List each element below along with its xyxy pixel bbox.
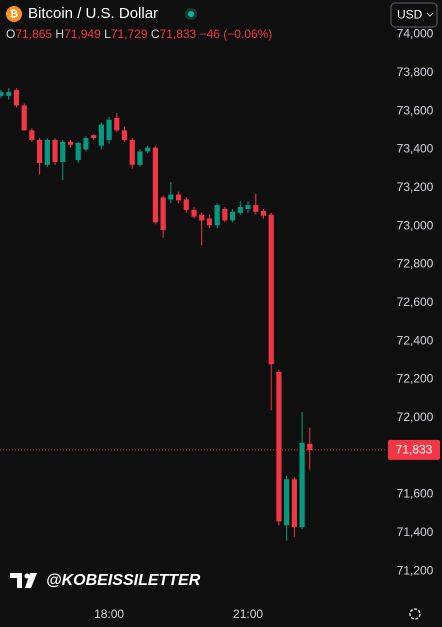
candle-body bbox=[0, 92, 4, 96]
candle-body bbox=[29, 130, 35, 140]
candle-body bbox=[214, 205, 220, 226]
candle-body bbox=[160, 197, 166, 231]
close: 71,833 bbox=[160, 27, 197, 41]
y-tick-label: 73,600 bbox=[397, 103, 434, 117]
candle-body bbox=[183, 199, 189, 210]
change: −46 bbox=[200, 27, 221, 41]
candle-body bbox=[291, 479, 297, 528]
currency-label[interactable]: USD bbox=[397, 8, 423, 22]
y-tick-label: 72,400 bbox=[397, 333, 434, 347]
plot: 74,000 73,800 73,600 73,400 73,200 73,000 72,8… bbox=[0, 27, 440, 621]
candle-body bbox=[75, 142, 81, 161]
candle-body bbox=[137, 151, 143, 165]
candle-body bbox=[37, 139, 43, 163]
candle-body bbox=[44, 139, 50, 165]
status-dot bbox=[188, 11, 194, 17]
candle-body bbox=[6, 92, 12, 96]
current-price-label: 71,833 bbox=[396, 443, 433, 457]
candle-body bbox=[60, 141, 66, 162]
candle-body bbox=[191, 209, 197, 217]
candle-body bbox=[106, 119, 112, 140]
candle-body bbox=[129, 139, 135, 165]
candle-body bbox=[145, 147, 151, 152]
y-tick-label: 73,200 bbox=[397, 180, 434, 194]
candle-body bbox=[230, 211, 236, 221]
candle-body bbox=[67, 141, 74, 145]
candle-body bbox=[284, 479, 290, 526]
chart-title: Bitcoin / U.S. Dollar bbox=[28, 5, 158, 22]
y-tick-label: 73,800 bbox=[397, 65, 434, 79]
logo-part bbox=[24, 573, 30, 579]
candle-body bbox=[268, 214, 274, 365]
y-tick-label: 71,200 bbox=[397, 563, 434, 577]
x-tick-label: 21:00 bbox=[233, 607, 263, 621]
ohlc-line: O71,865 H71,949 L71,729 C71,833 −46 (−0.… bbox=[6, 27, 272, 41]
dropdown-arrow bbox=[426, 12, 434, 17]
c-letter: C bbox=[151, 27, 160, 41]
candle-body bbox=[199, 214, 205, 221]
settings-icon[interactable] bbox=[409, 608, 421, 620]
candle-body bbox=[222, 208, 228, 221]
change-pct: (−0.06%) bbox=[223, 27, 272, 41]
coin-icon bbox=[6, 6, 22, 22]
o-letter: O bbox=[6, 27, 15, 41]
candle-body bbox=[13, 90, 20, 106]
candle-body bbox=[152, 147, 158, 223]
candle-body bbox=[299, 442, 305, 528]
coin-symbol: ₿ bbox=[10, 8, 18, 20]
candle-body bbox=[253, 205, 259, 212]
candle-body bbox=[206, 218, 213, 226]
h-letter: H bbox=[55, 27, 64, 41]
y-tick-label: 72,800 bbox=[397, 257, 434, 271]
l-letter: L bbox=[104, 27, 111, 41]
candle-body bbox=[276, 371, 282, 522]
current-price-box bbox=[388, 439, 440, 460]
y-tick-label: 71,400 bbox=[397, 525, 434, 539]
currency-button[interactable] bbox=[390, 2, 438, 28]
candle-body bbox=[52, 139, 58, 162]
candle-body bbox=[91, 135, 97, 139]
y-tick-label: 72,200 bbox=[397, 372, 434, 386]
y-tick-label: 73,400 bbox=[397, 142, 434, 156]
candle-body bbox=[237, 207, 243, 213]
candle-body bbox=[175, 194, 182, 201]
x-tick-label: 18:00 bbox=[94, 607, 124, 621]
watermark: @KOBEISSILETTER bbox=[46, 572, 201, 589]
candle-body bbox=[245, 205, 251, 209]
high: 71,949 bbox=[64, 27, 101, 41]
tv-logo bbox=[10, 573, 37, 588]
low: 71,729 bbox=[111, 27, 148, 41]
logo-part bbox=[10, 573, 22, 588]
logo-part bbox=[25, 573, 37, 588]
candle-body bbox=[307, 443, 313, 450]
candle-body bbox=[98, 124, 104, 146]
y-tick-label: 73,000 bbox=[397, 218, 434, 232]
candle-body bbox=[260, 210, 267, 216]
y-tick-label: 71,600 bbox=[397, 487, 434, 501]
candle-body bbox=[83, 138, 89, 150]
candle-body bbox=[168, 194, 174, 200]
y-tick-label: 72,600 bbox=[397, 295, 434, 309]
candle-body bbox=[121, 130, 128, 140]
candle-body bbox=[21, 105, 27, 131]
candle-body bbox=[114, 117, 120, 131]
y-tick-label: 74,000 bbox=[397, 27, 434, 41]
open: 71,865 bbox=[15, 27, 52, 41]
y-tick-label: 72,000 bbox=[397, 410, 434, 424]
